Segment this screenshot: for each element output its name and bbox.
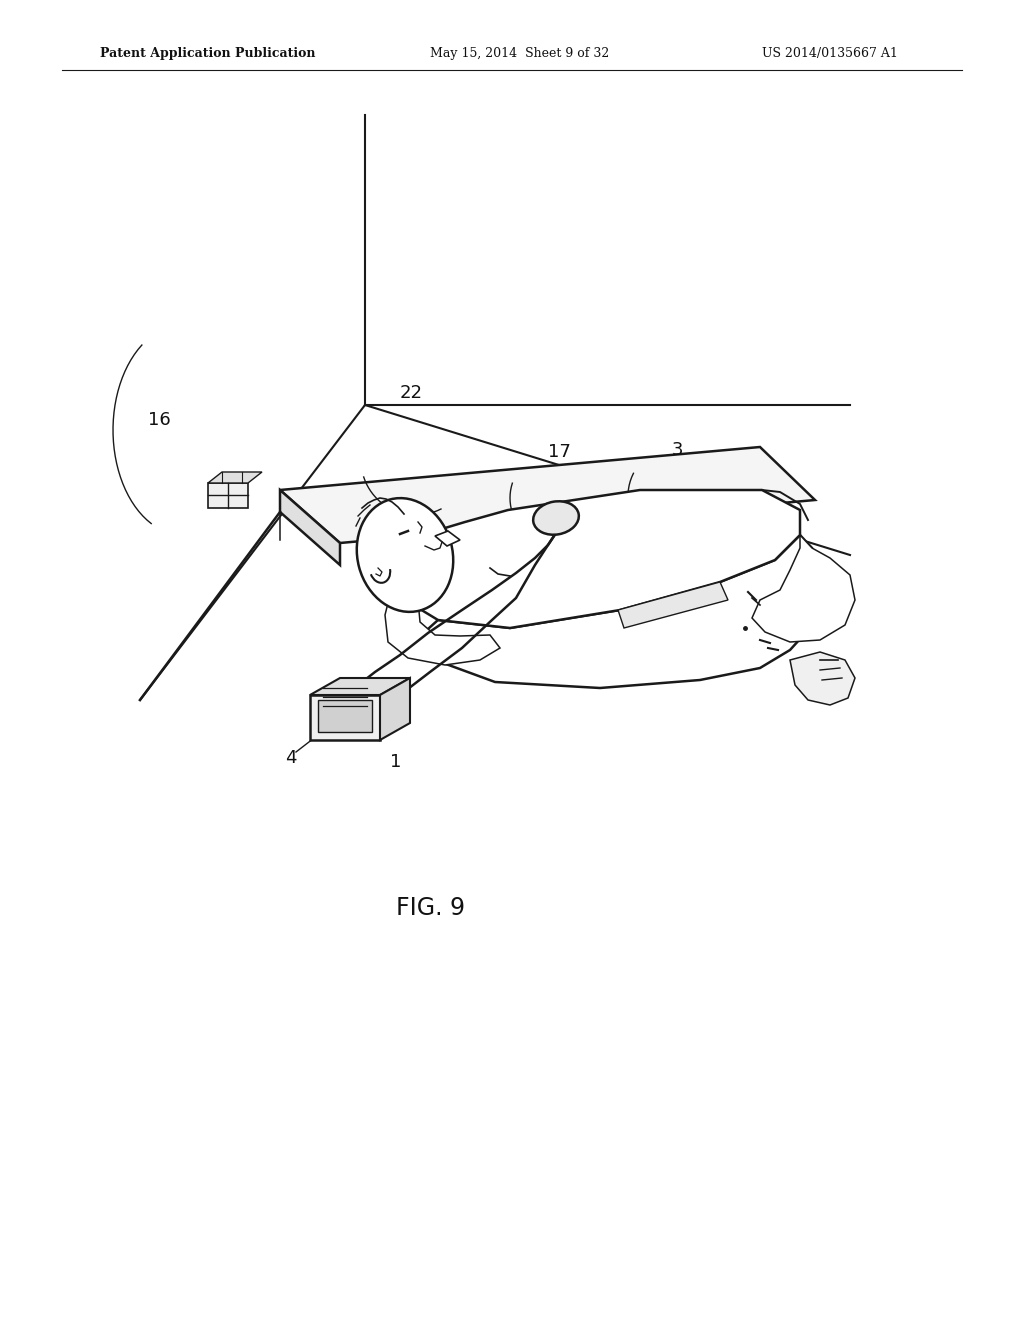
Polygon shape (752, 535, 855, 642)
Text: 4: 4 (285, 748, 297, 767)
Polygon shape (208, 483, 248, 508)
Polygon shape (208, 473, 262, 483)
Polygon shape (435, 531, 460, 546)
Ellipse shape (534, 502, 579, 535)
Polygon shape (385, 578, 500, 665)
Text: 16: 16 (148, 411, 171, 429)
Text: FIG. 9: FIG. 9 (395, 896, 465, 920)
Text: 1: 1 (390, 752, 401, 771)
Polygon shape (418, 535, 820, 688)
Text: 3: 3 (672, 441, 683, 459)
Text: 17: 17 (548, 444, 570, 461)
Polygon shape (280, 490, 340, 565)
Polygon shape (310, 678, 410, 696)
Polygon shape (380, 678, 410, 741)
Polygon shape (790, 652, 855, 705)
Ellipse shape (356, 498, 454, 612)
Text: US 2014/0135667 A1: US 2014/0135667 A1 (762, 48, 898, 61)
Polygon shape (310, 696, 380, 741)
Text: May 15, 2014  Sheet 9 of 32: May 15, 2014 Sheet 9 of 32 (430, 48, 609, 61)
Text: Patent Application Publication: Patent Application Publication (100, 48, 315, 61)
Polygon shape (280, 447, 815, 543)
Polygon shape (318, 700, 372, 733)
Polygon shape (618, 582, 728, 628)
Polygon shape (398, 490, 800, 628)
Text: 22: 22 (400, 384, 423, 403)
